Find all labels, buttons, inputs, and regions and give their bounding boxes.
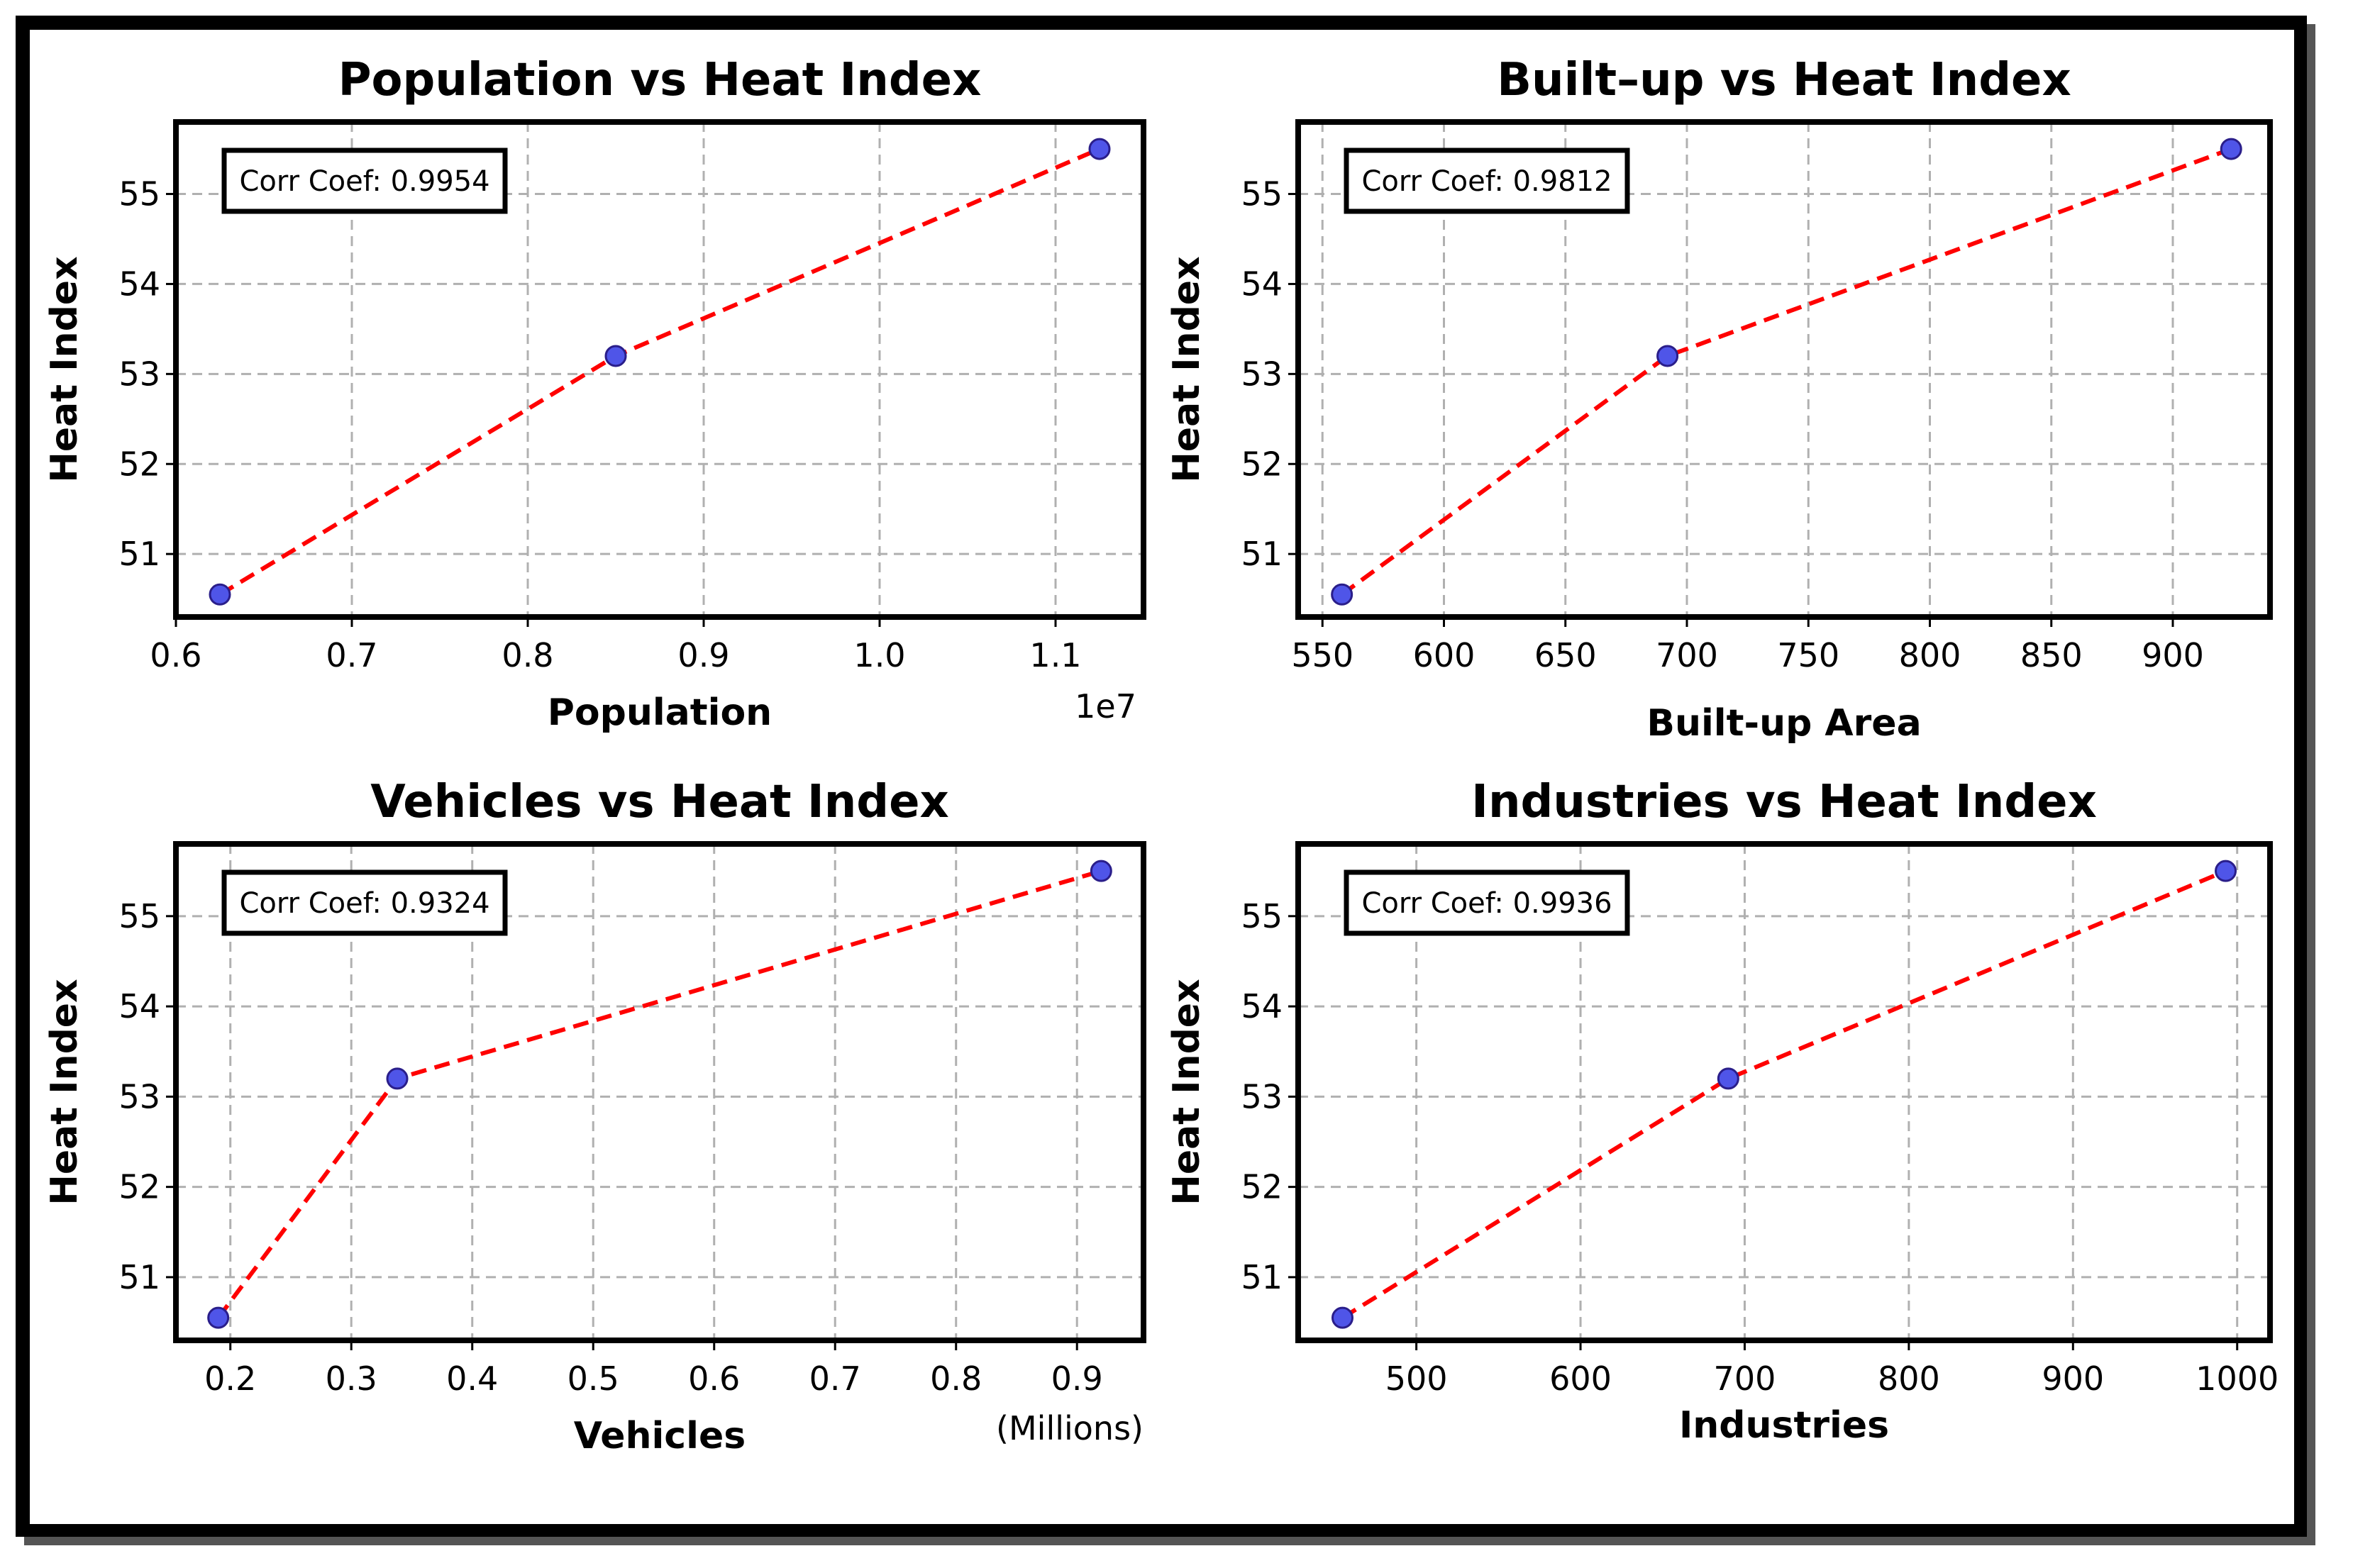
plot-frame	[173, 119, 1146, 620]
x-tick-label: 0.5	[568, 1360, 619, 1398]
figure-canvas: Population vs Heat Index 0.6 0.7 0.8 0.9 1.0 1…	[30, 30, 2294, 1524]
chart-title: Built–up vs Heat Index	[1497, 54, 2071, 106]
data-point	[1331, 583, 1353, 606]
data-point	[207, 1306, 230, 1329]
x-tick-label: 0.7	[326, 636, 377, 674]
x-offset-label: (Millions)	[996, 1409, 1144, 1447]
chart-panel-3: Vehicles vs Heat Index 0.2 0.3 0.4 0.5 0.6 0.7…	[43, 776, 1146, 1457]
plot-frame	[1295, 119, 2273, 620]
x-tick-label: 600	[1413, 636, 1476, 674]
data-point	[1090, 860, 1112, 882]
y-tick-label: 52	[118, 445, 160, 483]
x-axis-label: Built-up Area	[1646, 702, 1921, 745]
y-tick-label: 51	[1241, 1258, 1283, 1296]
y-tick-label: 51	[1241, 535, 1283, 573]
data-point	[1331, 1306, 1353, 1329]
y-axis-label: Heat Index	[43, 979, 86, 1205]
y-tick-label: 55	[118, 175, 160, 213]
corr-coef-label: Corr Coef: 0.9936	[1361, 887, 1612, 920]
chart-title: Vehicles vs Heat Index	[370, 776, 949, 828]
x-tick-label: 1000	[2196, 1360, 2279, 1398]
data-point	[386, 1067, 409, 1090]
corr-coef-label: Corr Coef: 0.9324	[239, 887, 489, 920]
data-point	[1656, 345, 1679, 367]
x-tick-label: 900	[2042, 1360, 2104, 1398]
y-axis-label: Heat Index	[1166, 979, 1208, 1205]
y-tick-label: 55	[1241, 897, 1283, 935]
y-tick-label: 53	[118, 1077, 160, 1116]
x-tick-label: 0.8	[502, 636, 553, 674]
corr-box	[221, 148, 508, 214]
chart-panel-1: Population vs Heat Index 0.6 0.7 0.8 0.9 1.0 1…	[43, 54, 1146, 734]
x-tick-label: 850	[2020, 636, 2083, 674]
y-tick-label: 53	[1241, 355, 1283, 393]
series-line	[1340, 147, 2232, 596]
x-tick-label: 0.9	[1051, 1360, 1103, 1398]
x-tick-label: 600	[1549, 1360, 1612, 1398]
y-tick-label: 54	[1241, 265, 1283, 303]
chart-panel-4: Industries vs Heat Index 500 600 700 800 900 1…	[1166, 776, 2279, 1447]
x-tick-label: 0.7	[809, 1360, 861, 1398]
x-tick-label: 800	[1899, 636, 1961, 674]
x-tick-label: 0.3	[326, 1360, 377, 1398]
x-tick-label: 700	[1656, 636, 1718, 674]
corr-box	[1344, 148, 1630, 214]
chart-panel-2: Built–up vs Heat Index 550 600 650 700 750 800…	[1166, 54, 2273, 745]
x-offset-label: 1e7	[1075, 687, 1136, 725]
x-tick-label: 0.8	[930, 1360, 982, 1398]
x-tick-label: 1.0	[853, 636, 905, 674]
data-point	[1088, 138, 1111, 160]
x-tick-label: 550	[1291, 636, 1353, 674]
x-tick-label: 750	[1777, 636, 1839, 674]
data-point	[1717, 1067, 1739, 1090]
data-point	[2215, 860, 2237, 882]
x-tick-label: 0.2	[204, 1360, 256, 1398]
x-tick-label: 0.9	[677, 636, 729, 674]
x-tick-label: 1.1	[1029, 636, 1081, 674]
chart-title: Population vs Heat Index	[338, 54, 982, 106]
data-point	[209, 583, 231, 606]
x-tick-label: 800	[1878, 1360, 1940, 1398]
x-tick-label: 700	[1714, 1360, 1776, 1398]
x-tick-label: 900	[2142, 636, 2204, 674]
y-tick-label: 51	[118, 1258, 160, 1296]
y-axis-label: Heat Index	[1166, 256, 1208, 482]
chart-figure: Population vs Heat Index 0.6 0.7 0.8 0.9 1.0 1…	[43, 54, 2279, 1457]
y-tick-label: 55	[1241, 175, 1283, 213]
corr-box	[1344, 869, 1630, 936]
y-tick-label: 52	[118, 1168, 160, 1206]
series-line	[1341, 869, 2227, 1320]
x-axis-label: Vehicles	[574, 1415, 746, 1457]
data-point	[2220, 138, 2242, 160]
corr-coef-label: Corr Coef: 0.9812	[1361, 165, 1612, 198]
corr-box	[221, 869, 508, 936]
y-tick-label: 51	[118, 535, 160, 573]
data-point	[604, 345, 627, 367]
y-tick-label: 54	[118, 265, 160, 303]
y-tick-label: 53	[1241, 1077, 1283, 1116]
chart-title: Industries vs Heat Index	[1471, 776, 2097, 828]
x-tick-label: 0.6	[150, 636, 201, 674]
x-axis-label: Industries	[1679, 1404, 1889, 1447]
x-tick-label: 500	[1385, 1360, 1448, 1398]
x-tick-label: 0.6	[688, 1360, 740, 1398]
y-tick-label: 52	[1241, 1168, 1283, 1206]
y-tick-label: 53	[118, 355, 160, 393]
y-tick-label: 54	[118, 987, 160, 1025]
plot-frame	[1295, 841, 2273, 1343]
x-tick-label: 0.4	[446, 1360, 498, 1398]
y-axis-label: Heat Index	[43, 256, 86, 482]
corr-coef-label: Corr Coef: 0.9954	[239, 165, 489, 198]
y-tick-label: 55	[118, 897, 160, 935]
y-tick-label: 52	[1241, 445, 1283, 483]
x-axis-label: Population	[548, 691, 772, 734]
y-tick-label: 54	[1241, 987, 1283, 1025]
x-tick-label: 650	[1534, 636, 1597, 674]
plot-frame	[173, 841, 1146, 1343]
